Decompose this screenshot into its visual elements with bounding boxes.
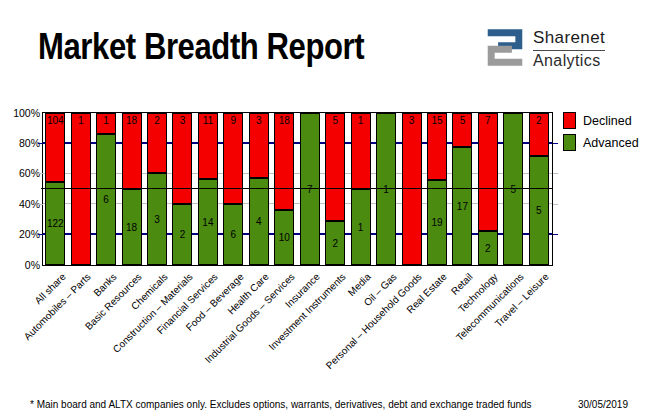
bar-declined-segment: 1 xyxy=(96,113,116,135)
declined-value-label: 1 xyxy=(352,115,370,126)
legend-label-advanced: Advanced xyxy=(583,136,639,150)
y-tick-label: 0% xyxy=(2,259,40,271)
bar-declined-segment: 9 xyxy=(223,113,243,204)
fifty-percent-line xyxy=(41,188,553,190)
logo-divider xyxy=(533,50,605,51)
advanced-value-label: 122 xyxy=(46,218,64,229)
bar-declined-segment: 2 xyxy=(529,113,549,156)
bar-advanced-segment: 17 xyxy=(452,147,472,264)
bar-advanced-segment: 18 xyxy=(122,189,142,265)
declined-value-label: 15 xyxy=(428,115,446,126)
logo-subtitle: Analytics xyxy=(533,53,605,70)
sharenet-logo-text: Sharenet Analytics xyxy=(533,27,605,70)
declined-value-label: 2 xyxy=(148,115,166,126)
legend-item-advanced: Advanced xyxy=(563,134,639,151)
declined-swatch xyxy=(563,112,576,129)
bar-advanced-segment: 4 xyxy=(249,178,269,265)
gridline-20 xyxy=(43,233,552,234)
bar-declined-segment: 15 xyxy=(427,113,447,180)
bar-declined-segment: 2 xyxy=(147,113,167,174)
right-tick-60 xyxy=(553,173,558,174)
declined-value-label: 18 xyxy=(123,115,141,126)
legend-item-declined: Declined xyxy=(563,112,639,129)
declined-value-label: 1 xyxy=(97,115,115,126)
declined-value-label: 2 xyxy=(530,115,548,126)
bar-advanced-segment: 19 xyxy=(427,180,447,265)
right-tick-40 xyxy=(553,204,558,205)
declined-value-label: 18 xyxy=(275,115,293,126)
logo-brand: Sharenet xyxy=(533,29,605,47)
y-tick-label: 100% xyxy=(2,107,40,119)
bar-declined-segment: 104 xyxy=(45,113,65,183)
y-tick-label: 80% xyxy=(2,137,40,149)
declined-value-label: 5 xyxy=(326,115,344,126)
bar-advanced-segment: 10 xyxy=(274,210,294,264)
declined-value-label: 3 xyxy=(173,115,191,126)
market-breadth-report-page: Market Breadth Report Sharenet Analytics… xyxy=(0,0,655,420)
declined-value-label: 3 xyxy=(250,115,268,126)
advanced-value-label: 18 xyxy=(123,221,141,232)
advanced-value-label: 6 xyxy=(97,194,115,205)
bar-declined-segment: 3 xyxy=(249,113,269,178)
bar-declined-segment: 18 xyxy=(122,113,142,189)
bar-declined-segment: 1 xyxy=(351,113,371,189)
gridline-80 xyxy=(43,142,552,143)
bar-advanced-segment: 2 xyxy=(325,221,345,264)
advanced-value-label: 4 xyxy=(250,216,268,227)
advanced-value-label: 2 xyxy=(479,242,497,253)
y-tick-label: 60% xyxy=(2,167,40,179)
advanced-value-label: 1 xyxy=(352,221,370,232)
sharenet-logo: Sharenet Analytics xyxy=(486,27,605,70)
advanced-value-label: 14 xyxy=(199,216,217,227)
report-date: 30/05/2019 xyxy=(578,399,628,410)
bar-declined-segment: 11 xyxy=(198,113,218,180)
y-tick-label: 20% xyxy=(2,228,40,240)
right-tick-80 xyxy=(553,143,558,144)
declined-value-label: 3 xyxy=(403,115,421,126)
advanced-value-label: 17 xyxy=(453,200,471,211)
bar-advanced-segment: 122 xyxy=(45,182,65,264)
advanced-value-label: 6 xyxy=(224,229,242,240)
bar-declined-segment: 7 xyxy=(478,113,498,231)
advanced-swatch xyxy=(563,134,576,151)
bar-advanced-segment: 5 xyxy=(529,156,549,265)
y-tick-label: 40% xyxy=(2,198,40,210)
bar-advanced-segment: 6 xyxy=(96,134,116,264)
advanced-value-label: 3 xyxy=(148,213,166,224)
declined-value-label: 5 xyxy=(453,115,471,126)
sharenet-logo-icon xyxy=(486,27,524,68)
advanced-value-label: 2 xyxy=(326,237,344,248)
bar-advanced-segment: 14 xyxy=(198,179,218,264)
advanced-value-label: 5 xyxy=(530,205,548,216)
bar-declined-segment: 5 xyxy=(452,113,472,148)
bar-advanced-segment: 1 xyxy=(351,189,371,265)
declined-value-label: 11 xyxy=(199,115,217,126)
declined-value-label: 104 xyxy=(46,115,64,126)
bar-declined-segment: 5 xyxy=(325,113,345,222)
plot-area: 1221041611818322314116943101872511131915… xyxy=(42,112,553,266)
bar-declined-segment: 3 xyxy=(172,113,192,204)
declined-value-label: 7 xyxy=(479,115,497,126)
bar-advanced-segment: 2 xyxy=(172,204,192,265)
chart-legend: Declined Advanced xyxy=(563,112,639,156)
page-title: Market Breadth Report xyxy=(38,26,364,68)
bar-advanced-segment: 6 xyxy=(223,204,243,265)
gridline-40 xyxy=(43,203,552,204)
right-tick-20 xyxy=(553,234,558,235)
bar-declined-segment: 18 xyxy=(274,113,294,211)
gridline-60 xyxy=(43,173,552,174)
report-footer: * Main board and ALTX companies only. Ex… xyxy=(0,399,655,410)
advanced-value-label: 10 xyxy=(275,232,293,243)
declined-value-label: 1 xyxy=(72,115,90,126)
legend-label-declined: Declined xyxy=(583,114,632,128)
advanced-value-label: 19 xyxy=(428,217,446,228)
advanced-value-label: 2 xyxy=(173,229,191,240)
declined-value-label: 9 xyxy=(224,115,242,126)
bar-advanced-segment: 2 xyxy=(478,231,498,265)
footnote: * Main board and ALTX companies only. Ex… xyxy=(30,399,532,410)
